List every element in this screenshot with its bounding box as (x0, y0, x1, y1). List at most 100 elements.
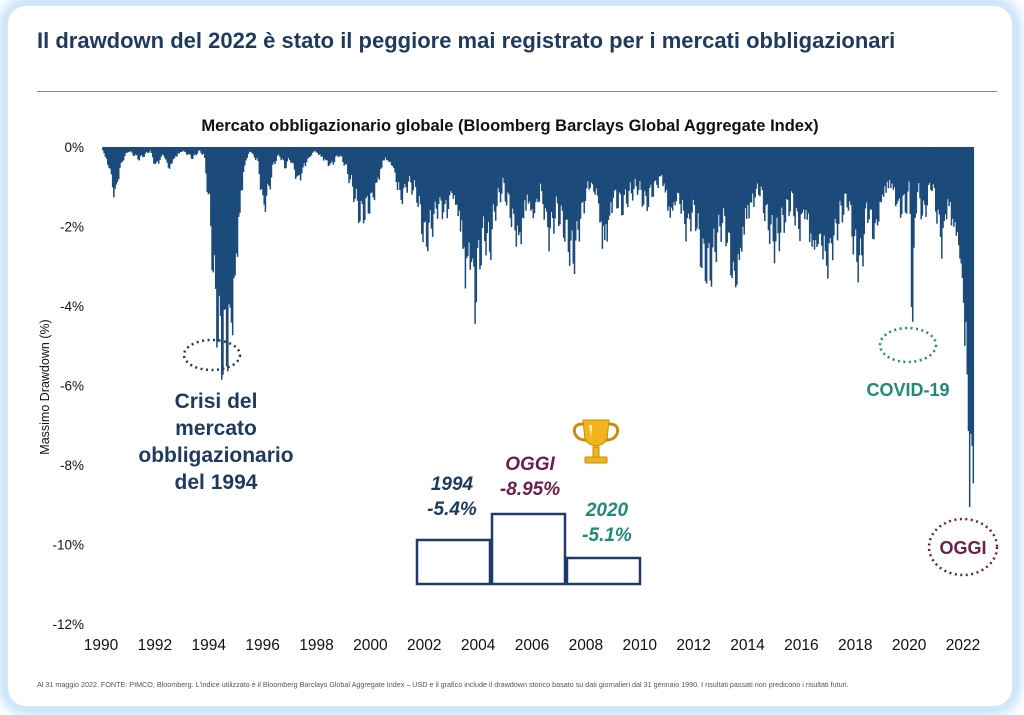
drawdown-bar (639, 147, 641, 182)
drawdown-bar (447, 147, 450, 210)
drawdown-bar (350, 147, 353, 176)
drawdown-bar (637, 147, 640, 191)
drawdown-bar (543, 147, 545, 220)
drawdown-bar (915, 147, 918, 214)
drawdown-bar (833, 147, 835, 236)
drawdown-bar (653, 147, 656, 182)
drawdown-bar (218, 147, 221, 296)
drawdown-bar (327, 147, 330, 167)
drawdown-bar (239, 147, 241, 213)
drawdown-bar (305, 147, 308, 163)
drawdown-bar (835, 147, 838, 224)
drawdown-bar (903, 147, 905, 194)
drawdown-bar (130, 147, 132, 152)
drawdown-bar (325, 147, 327, 161)
drawdown-bar (587, 147, 589, 182)
drawdown-bar (898, 147, 901, 199)
drawdown-bar (132, 147, 135, 156)
drawdown-bar (888, 147, 891, 180)
x-tick-label: 2010 (623, 637, 658, 654)
drawdown-bar (475, 147, 478, 303)
drawdown-bar (250, 147, 252, 153)
drawdown-bar (342, 147, 344, 162)
drawdown-bar (463, 147, 465, 248)
drawdown-bar (224, 147, 227, 310)
drawdown-bar (961, 147, 964, 278)
drawdown-bar (122, 147, 125, 161)
x-tick-label: 1996 (245, 637, 279, 654)
podium-step-2020 (565, 556, 642, 586)
drawdown-bar (600, 147, 602, 222)
podium-step-1994 (415, 538, 492, 586)
drawdown-bar (385, 147, 388, 161)
drawdown-bar (193, 147, 195, 156)
drawdown-bar (949, 147, 952, 202)
drawdown-bar (838, 147, 840, 225)
drawdown-bar (674, 147, 676, 206)
drawdown-bar (686, 147, 688, 219)
drawdown-bar (127, 147, 130, 153)
drawdown-bar (698, 147, 701, 230)
drawdown-bar (622, 147, 624, 216)
drawdown-bar (925, 147, 927, 217)
drawdown-bar (424, 147, 427, 222)
podium (415, 512, 642, 586)
drawdown-bar (299, 147, 302, 181)
drawdown-bar (477, 147, 480, 241)
drawdown-bar (556, 147, 559, 204)
drawdown-bar (859, 147, 862, 239)
drawdown-bar (196, 147, 199, 154)
drawdown-bar (493, 147, 496, 212)
drawdown-bar (852, 147, 855, 255)
drawdown-bar (566, 147, 568, 220)
drawdown-bar (663, 147, 665, 184)
drawdown-bar (504, 147, 507, 202)
drawdown-bar (764, 147, 766, 222)
drawdown-bar (270, 147, 273, 178)
drawdown-bar (111, 147, 114, 188)
drawdown-bar (684, 147, 686, 224)
drawdown-bar (361, 147, 364, 204)
drawdown-bar (827, 147, 829, 279)
drawdown-bar (573, 147, 576, 275)
drawdown-bar (956, 147, 959, 233)
drawdown-bar (143, 147, 145, 157)
drawdown-bar (387, 147, 389, 160)
drawdown-bar (102, 147, 104, 151)
drawdown-bar (751, 147, 754, 194)
drawdown-bar (321, 147, 324, 157)
drawdown-bar (394, 147, 396, 173)
drawdown-bar (777, 147, 779, 234)
drawdown-bar (782, 147, 784, 215)
drawdown-bar (581, 147, 583, 203)
drawdown-bar (390, 147, 393, 166)
drawdown-bar (657, 147, 659, 189)
drawdown-bar (494, 147, 497, 221)
drawdown-bar (726, 147, 729, 243)
drawdown-bar (431, 147, 434, 237)
drawdown-bar (481, 147, 484, 229)
drawdown-bar (658, 147, 661, 177)
drawdown-bar (559, 147, 561, 225)
drawdown-bar (288, 147, 291, 161)
drawdown-bar (804, 147, 806, 220)
drawdown-bar (400, 147, 402, 200)
drawdown-bar (879, 147, 881, 202)
drawdown-bar (294, 147, 297, 179)
drawdown-bar (800, 147, 802, 215)
drawdown-bar (694, 147, 697, 232)
drawdown-bar (904, 147, 907, 213)
drawdown-bar (606, 147, 608, 242)
oggi-marker (927, 517, 999, 577)
drawdown-bar (951, 147, 954, 219)
drawdown-bar (772, 147, 775, 242)
drawdown-bar (627, 147, 629, 208)
x-tick-label: 1994 (192, 637, 227, 654)
drawdown-bar (461, 147, 463, 221)
drawdown-bar (619, 147, 622, 195)
drawdown-bar (629, 147, 632, 183)
drawdown-bar (614, 147, 617, 190)
drawdown-bar (875, 147, 878, 220)
drawdown-bar (928, 147, 931, 183)
drawdown-bar (947, 147, 949, 200)
